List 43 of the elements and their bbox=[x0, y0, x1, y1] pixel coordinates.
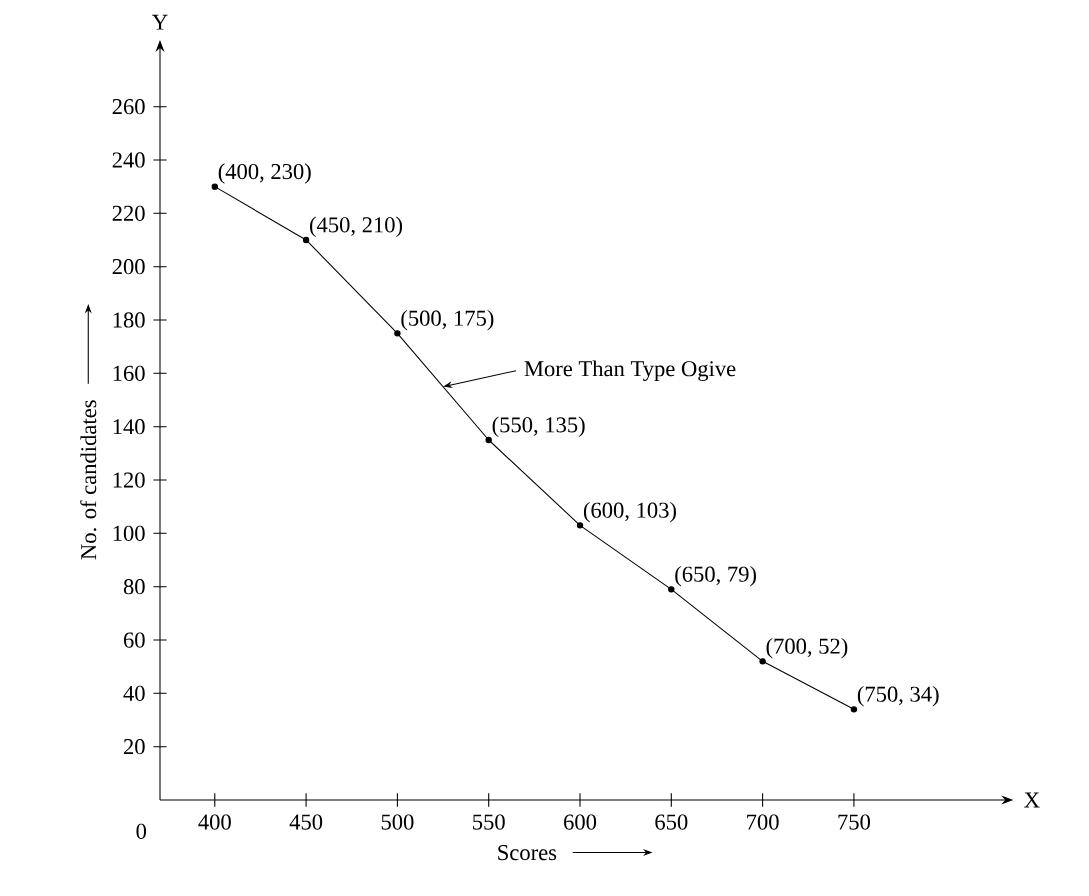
point bbox=[759, 658, 766, 665]
data-label: (550, 135) bbox=[492, 416, 585, 438]
x-tick-label: 700 bbox=[747, 814, 779, 830]
x-tick-label: 650 bbox=[655, 814, 688, 830]
y-tick-label: 160 bbox=[113, 365, 145, 381]
y-tick-label: 120 bbox=[113, 472, 145, 488]
data-label: (650, 79) bbox=[675, 565, 756, 587]
text: Y bbox=[152, 14, 168, 30]
data-label: (400, 230) bbox=[218, 163, 311, 184]
data-label: (600, 103) bbox=[583, 501, 676, 523]
y-tick-label: 180 bbox=[113, 312, 145, 328]
y-tick-label: 100 bbox=[113, 525, 145, 541]
point bbox=[302, 236, 310, 244]
y-tick-label: 60 bbox=[123, 632, 145, 648]
point bbox=[668, 586, 675, 593]
text: X bbox=[1024, 792, 1040, 808]
data-label: (700, 52) bbox=[766, 637, 848, 659]
point bbox=[485, 436, 492, 444]
x-tick-label: 450 bbox=[289, 814, 323, 830]
x-tick-label: 600 bbox=[564, 814, 597, 830]
text: 0 bbox=[136, 823, 147, 839]
y-tick-label: 220 bbox=[112, 205, 145, 221]
point bbox=[850, 706, 858, 713]
data-label: (500, 175) bbox=[401, 309, 494, 331]
y-tick-label: 140 bbox=[113, 419, 145, 435]
x-tick-label: 550 bbox=[473, 814, 505, 830]
x-tick-label: 750 bbox=[838, 814, 870, 830]
point bbox=[394, 330, 401, 337]
point bbox=[576, 522, 584, 529]
y-tick-label: 260 bbox=[112, 99, 145, 115]
annotation: More Than Type Ogive bbox=[524, 360, 736, 381]
data-label: (750, 34) bbox=[857, 685, 939, 707]
y-axis-title: No. of candidates bbox=[80, 400, 97, 560]
y-tick-label: 240 bbox=[112, 152, 145, 168]
point bbox=[211, 183, 218, 190]
y-tick-label: 40 bbox=[123, 685, 145, 701]
y-tick-label: 80 bbox=[123, 579, 145, 595]
data-label: (450, 210) bbox=[310, 216, 403, 238]
x-tick-label: 500 bbox=[381, 814, 414, 830]
y-tick-label: 200 bbox=[112, 259, 145, 275]
x-axis-title: Scores bbox=[498, 844, 557, 861]
x-tick-label: 400 bbox=[198, 814, 231, 830]
y-tick-label: 20 bbox=[123, 739, 145, 755]
